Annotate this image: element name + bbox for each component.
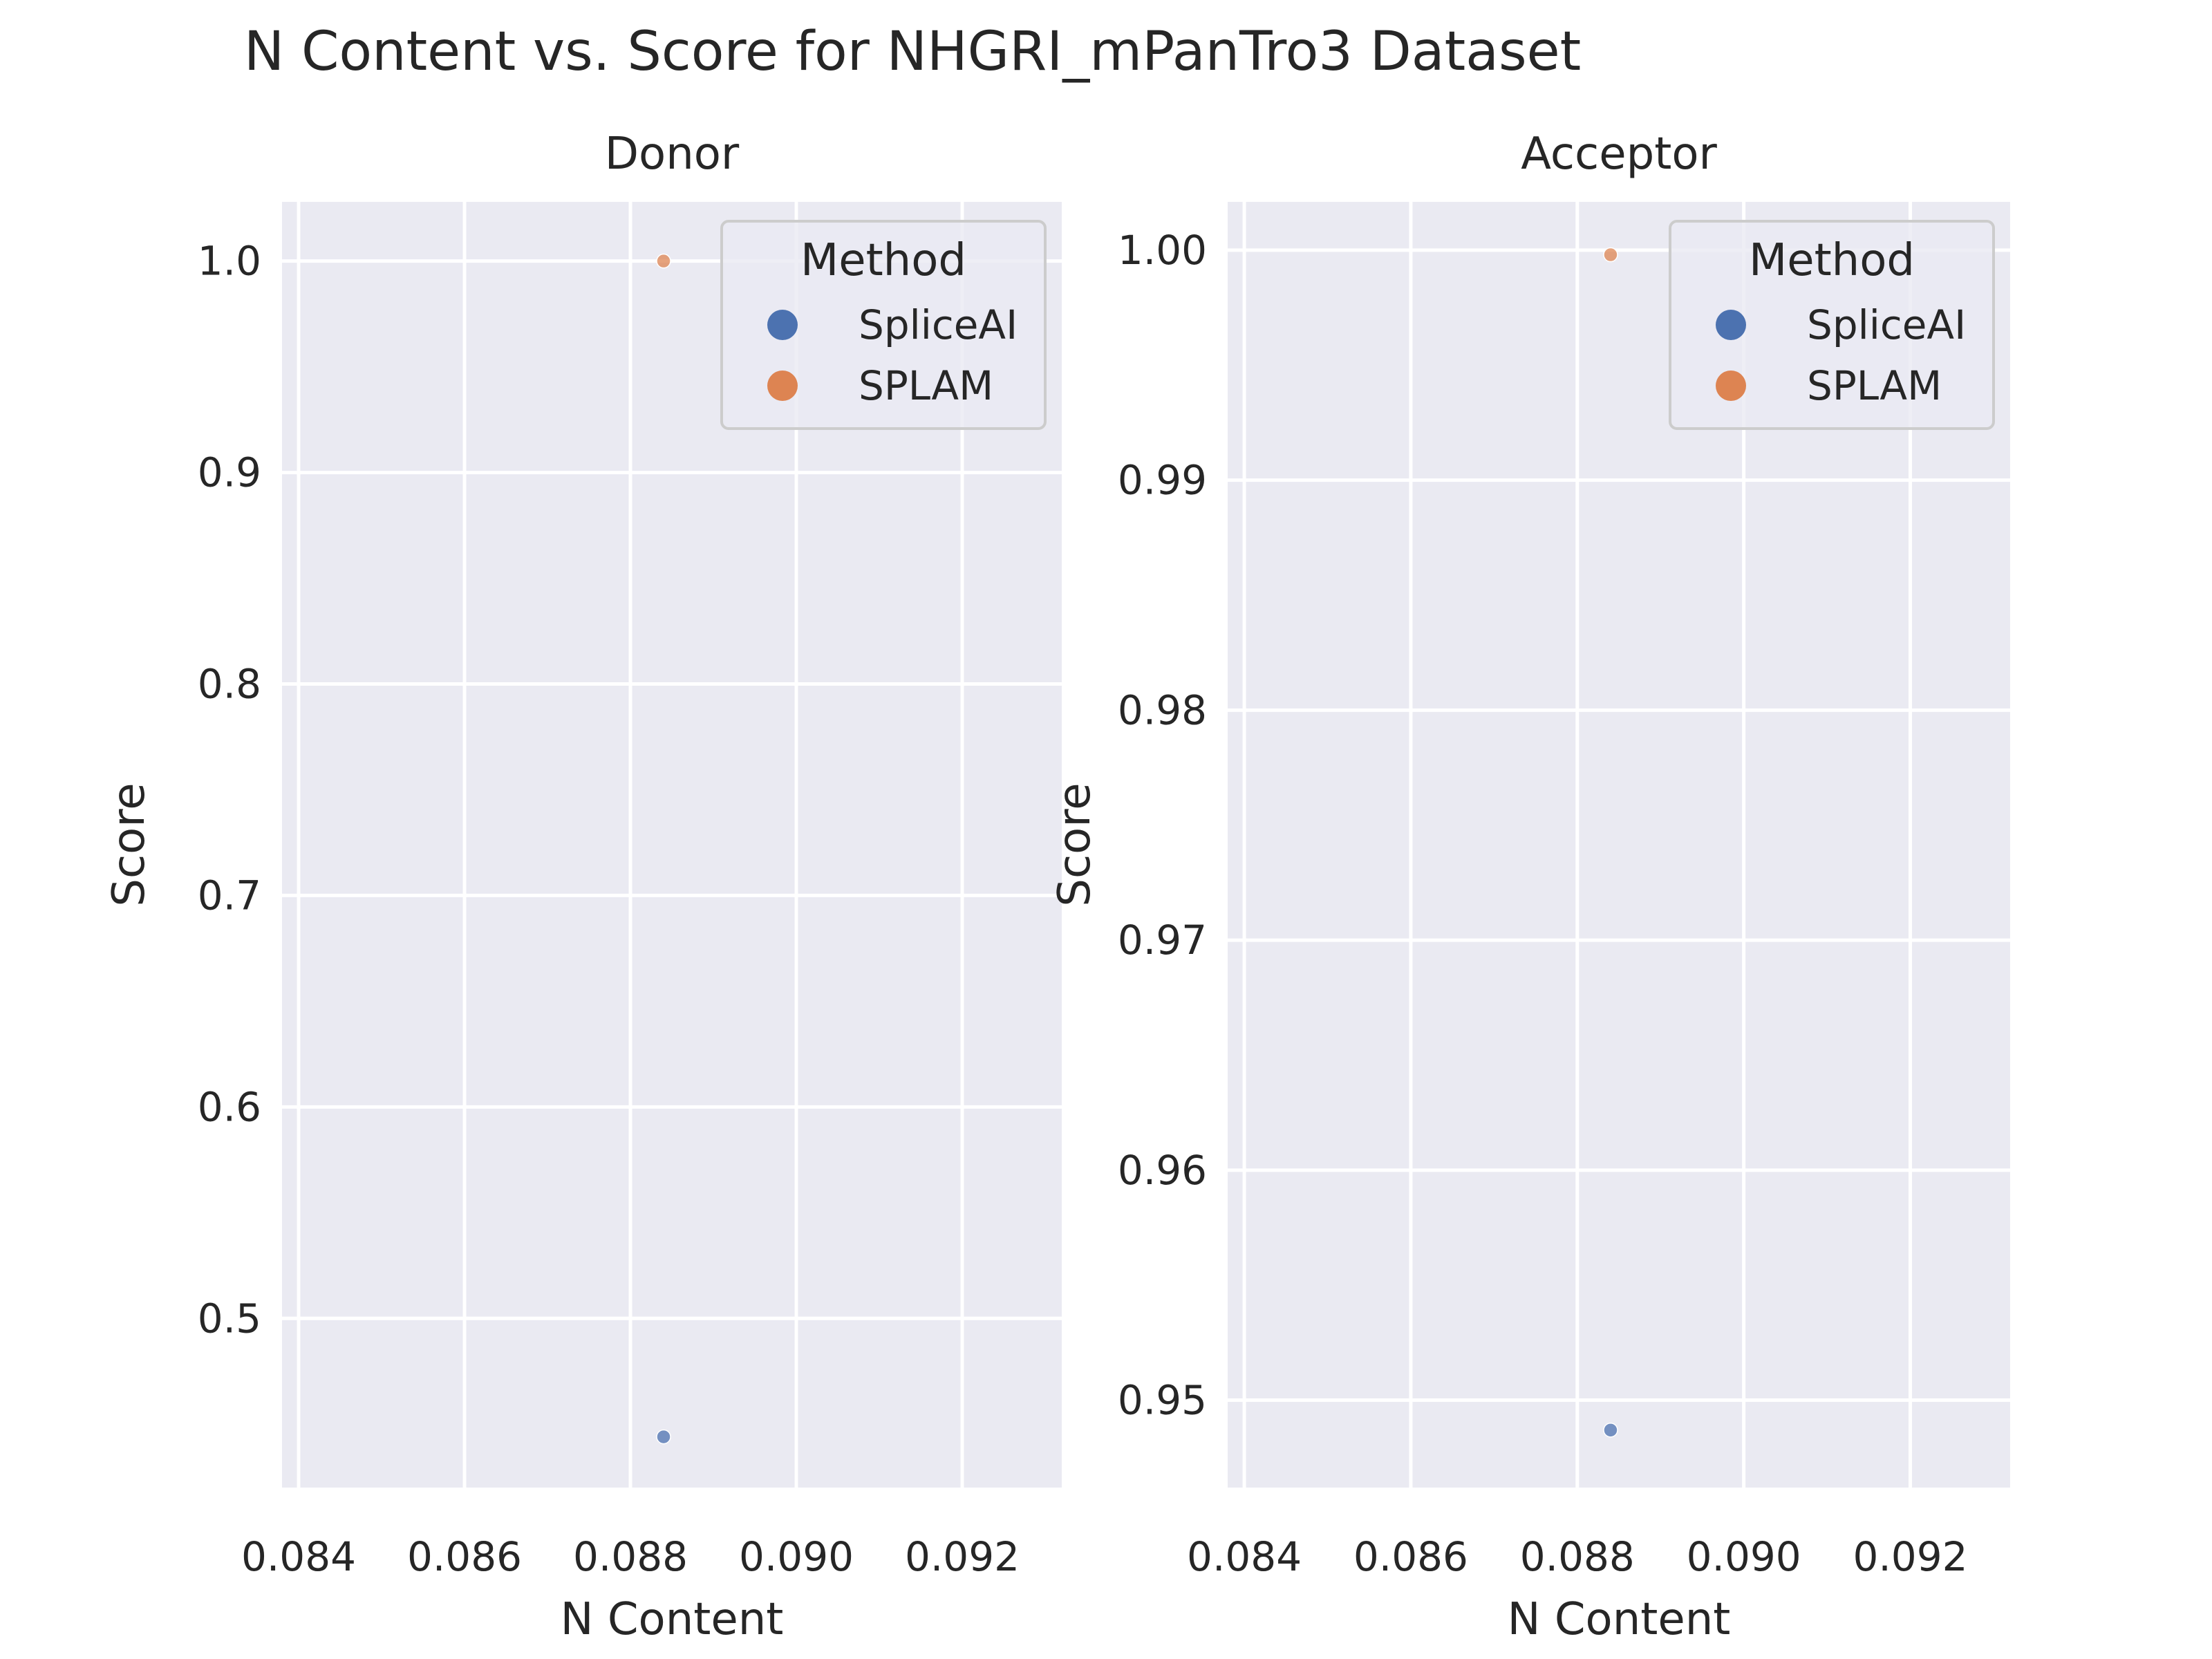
legend-label-spliceai: SpliceAI <box>1807 301 1966 348</box>
y-tick-label: 0.7 <box>198 872 261 919</box>
legend: Method SpliceAI SPLAM <box>1669 220 1995 430</box>
data-point-splam <box>656 253 671 269</box>
panel-donor: 0.084 0.086 0.088 0.090 0.092 0.5 0.6 0.7 0.8 0.9… <box>104 129 1062 1645</box>
y-tick-label: 0.98 <box>1118 686 1207 733</box>
y-tick-label: 0.8 <box>198 661 261 708</box>
legend-box <box>720 220 1047 430</box>
y-tick-label: 0.97 <box>1118 917 1207 964</box>
legend-label-splam: SPLAM <box>859 362 993 409</box>
panel-acceptor: 0.084 0.086 0.088 0.090 0.092 0.95 0.96 0.97 0.9… <box>1049 129 2010 1645</box>
y-tick-label: 0.6 <box>198 1083 261 1130</box>
x-tick-label: 0.084 <box>241 1533 356 1580</box>
legend-title: Method <box>800 235 966 286</box>
y-tick-label: 0.95 <box>1118 1377 1207 1424</box>
legend-marker-splam <box>1716 371 1746 401</box>
y-tick-label: 0.9 <box>198 449 261 496</box>
y-tick-label: 0.96 <box>1118 1147 1207 1194</box>
y-axis-label: Score <box>104 782 155 906</box>
x-tick-label: 0.088 <box>573 1533 688 1580</box>
x-tick-label: 0.090 <box>739 1533 854 1580</box>
subplot-title: Donor <box>605 129 740 180</box>
x-axis-label: N Content <box>561 1594 784 1645</box>
legend-label-spliceai: SpliceAI <box>859 301 1018 348</box>
legend-box <box>1669 220 1995 430</box>
x-axis-label: N Content <box>1508 1594 1731 1645</box>
y-tick-label: 1.0 <box>198 238 261 285</box>
x-tick-label: 0.086 <box>1353 1533 1468 1580</box>
x-tick-label: 0.088 <box>1520 1533 1635 1580</box>
legend: Method SpliceAI SPLAM <box>720 220 1047 430</box>
legend-title: Method <box>1749 235 1915 286</box>
x-tick-label: 0.086 <box>407 1533 522 1580</box>
data-point-spliceai <box>656 1429 671 1445</box>
y-axis-label: Score <box>1049 782 1100 906</box>
y-tick-label: 1.00 <box>1118 227 1207 274</box>
data-point-splam <box>1603 247 1618 263</box>
legend-marker-splam <box>767 371 798 401</box>
y-tick-label: 0.5 <box>198 1295 261 1342</box>
legend-label-splam: SPLAM <box>1807 362 1942 409</box>
x-tick-label: 0.090 <box>1687 1533 1801 1580</box>
x-tick-label: 0.084 <box>1187 1533 1302 1580</box>
legend-marker-spliceai <box>767 310 798 340</box>
y-tick-label: 0.99 <box>1118 457 1207 504</box>
data-point-spliceai <box>1603 1423 1618 1438</box>
x-tick-label: 0.092 <box>1853 1533 1967 1580</box>
subplot-title: Acceptor <box>1521 129 1717 180</box>
legend-marker-spliceai <box>1716 310 1746 340</box>
figure-title: N Content vs. Score for NHGRI_mPanTro3 D… <box>243 21 1582 83</box>
x-tick-label: 0.092 <box>905 1533 1020 1580</box>
